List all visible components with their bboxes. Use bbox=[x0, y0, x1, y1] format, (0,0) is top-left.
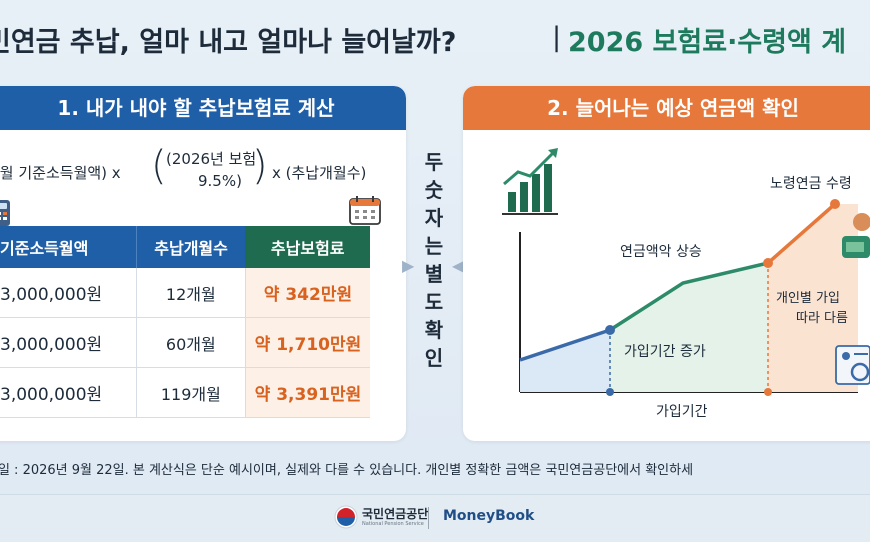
growth-line bbox=[609, 261, 769, 332]
pension-start-point bbox=[763, 258, 773, 268]
axis-pension-dot bbox=[764, 388, 772, 396]
pension-line bbox=[766, 202, 837, 265]
cell-months: 60개월 bbox=[135, 317, 246, 368]
growth-area bbox=[610, 263, 768, 392]
individual-label-line2: 따라 다름 bbox=[796, 311, 848, 326]
note-char: 별 bbox=[424, 262, 444, 286]
formula-months: x (추납개월수) bbox=[272, 164, 367, 182]
table-row: 3,000,000원 60개월 약 1,710만원 bbox=[0, 317, 370, 368]
table-row: 3,000,000원 119개월 약 3,391만원 bbox=[0, 367, 370, 418]
chevron-left-icon: ◀ bbox=[452, 256, 465, 275]
formula-paren-close: ) bbox=[252, 143, 268, 189]
nps-logo-icon bbox=[334, 505, 358, 529]
moneybook-brand: MoneyBook bbox=[443, 508, 535, 524]
old-age-pension-label: 노령연금 수령 bbox=[770, 176, 852, 192]
footer: 국민연금공단 National Pension Service MoneyBoo… bbox=[0, 494, 870, 542]
period-line bbox=[519, 328, 611, 362]
formula-rate-line1: (2026년 보험 bbox=[166, 150, 257, 168]
cell-months: 119개월 bbox=[135, 367, 246, 418]
pension-growth-chart: 연금액악 상승 노령연금 수령 가입기간 증가 개인별 가입 따라 다름 가입기… bbox=[502, 148, 870, 420]
cell-premium: 약 1,710만원 bbox=[245, 317, 370, 368]
table-header-row: 기준소득월액 추납개월수 추납보험료 bbox=[0, 226, 370, 268]
note-char: 숫 bbox=[424, 178, 444, 202]
pension-panel-heading: 2. 늘어나는 예상 연금액 확인 bbox=[463, 86, 870, 130]
premium-formula: 정월 기준소득월액) x ( (2026년 보험 9.5%) ) x (추납개월… bbox=[0, 144, 406, 196]
pension-end-point bbox=[830, 199, 840, 209]
period-area bbox=[520, 330, 610, 392]
premium-panel-heading: 1. 내가 내야 할 추납보험료 계산 bbox=[0, 86, 406, 130]
title-bar: 민연금 추납, 얼마 내고 얼마나 늘어날까? | 2026 보험료·수령액 계 bbox=[0, 0, 870, 80]
individual-label-line1: 개인별 가입 bbox=[776, 291, 840, 306]
premium-calculation-panel: 1. 내가 내야 할 추납보험료 계산 정월 기준소득월액) x ( (2026… bbox=[0, 86, 406, 441]
period-point bbox=[605, 325, 615, 335]
header-income: 기준소득월액 bbox=[0, 226, 137, 268]
growth-chart-icon bbox=[502, 148, 558, 215]
calendar-icon bbox=[349, 196, 381, 225]
table-row: 3,000,000원 12개월 약 342만원 bbox=[0, 268, 370, 318]
cell-income: 3,000,000원 bbox=[0, 367, 137, 418]
nps-subtitle: National Pension Service bbox=[362, 521, 424, 527]
note-char: 확 bbox=[424, 318, 444, 342]
axis-period-dot bbox=[606, 388, 614, 396]
cell-income: 3,000,000원 bbox=[0, 268, 137, 318]
pension-rise-label: 연금액악 상승 bbox=[620, 244, 702, 260]
page-subtitle: 2026 보험료·수령액 계 bbox=[568, 27, 847, 58]
cell-premium: 약 3,391만원 bbox=[245, 367, 370, 418]
nps-name: 국민연금공단 bbox=[362, 507, 429, 521]
formula-paren-open: ( bbox=[151, 143, 167, 189]
note-char: 는 bbox=[424, 234, 444, 258]
page-title: 민연금 추납, 얼마 내고 얼마나 늘어날까? bbox=[0, 27, 457, 58]
header-months: 추납개월수 bbox=[135, 226, 246, 268]
footer-divider bbox=[428, 507, 429, 529]
person-money-icon bbox=[842, 213, 870, 258]
cell-premium: 약 342만원 bbox=[245, 268, 370, 318]
formula-rate-line2: 9.5%) bbox=[198, 172, 242, 190]
note-char: 도 bbox=[424, 290, 444, 314]
note-char: 두 bbox=[424, 150, 444, 174]
x-axis-label: 가입기간 bbox=[656, 404, 708, 420]
chevron-right-icon: ▶ bbox=[402, 256, 415, 275]
header-premium: 추납보험료 bbox=[245, 226, 370, 268]
formula-income: 정월 기준소득월액) x bbox=[0, 164, 121, 182]
premium-table: 기준소득월액 추납개월수 추납보험료 3,000,000원 12개월 약 342… bbox=[0, 226, 370, 418]
calculator-icon bbox=[0, 200, 10, 226]
separate-check-note: 두 숫 자 는 별 도 확 인 bbox=[414, 148, 454, 372]
cell-income: 3,000,000원 bbox=[0, 317, 137, 368]
note-char: 인 bbox=[424, 346, 444, 370]
cell-months: 12개월 bbox=[135, 268, 246, 318]
note-char: 자 bbox=[424, 206, 444, 230]
footnote: 준일 : 2026년 9월 22일. 본 계산식은 단순 예시이며, 실제와 다… bbox=[0, 463, 694, 478]
period-increase-label: 가입기간 증가 bbox=[624, 344, 706, 360]
document-search-icon bbox=[835, 345, 870, 385]
title-separator: | bbox=[552, 22, 562, 53]
pension-area bbox=[768, 204, 858, 392]
